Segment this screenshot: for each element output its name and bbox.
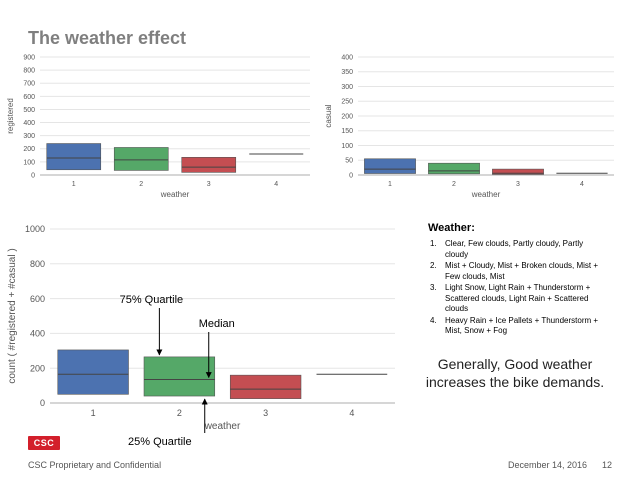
box-1 bbox=[46, 143, 102, 171]
y-tick-label: 0 bbox=[31, 172, 35, 179]
y-tick-label: 350 bbox=[341, 69, 353, 76]
box-2 bbox=[143, 356, 216, 397]
csc-logo: CSC bbox=[28, 436, 60, 450]
box-3 bbox=[181, 157, 237, 173]
x-tick-label: 3 bbox=[263, 408, 268, 418]
y-tick-label: 400 bbox=[23, 120, 35, 127]
box-3 bbox=[229, 374, 302, 399]
x-tick-label: 3 bbox=[207, 181, 211, 188]
x-tick-label: 2 bbox=[177, 408, 182, 418]
y-tick-label: 250 bbox=[341, 99, 353, 106]
y-tick-label: 200 bbox=[23, 146, 35, 153]
weather-legend-item: 1. Clear, Few clouds, Partly cloudy, Part… bbox=[430, 239, 584, 259]
y-tick-label: 100 bbox=[23, 159, 35, 166]
y-tick-label: 500 bbox=[23, 107, 35, 114]
box-2 bbox=[428, 162, 480, 175]
annotation-median: Median bbox=[199, 318, 235, 330]
weather-legend-title: Weather: bbox=[428, 222, 475, 234]
y-tick-label: 150 bbox=[341, 128, 353, 135]
weather-legend-item: 3. Light Snow, Light Rain + Thunderstorm … bbox=[430, 283, 591, 313]
annotation-25-quartile: 25% Quartile bbox=[128, 436, 192, 448]
y-tick-label: 300 bbox=[23, 133, 35, 140]
footer-date: December 14, 2016 bbox=[508, 460, 588, 470]
y-tick-label: 200 bbox=[341, 113, 353, 120]
registered-boxplot: 0 100 200 300 400 500 600 700 800 900 1 2 3 4 weather r… bbox=[0, 48, 312, 200]
y-tick-label: 800 bbox=[30, 259, 45, 269]
total-count-boxplot: 0 200 400 600 800 1000 1 2 3 4 weather count ( #reg… bbox=[0, 215, 400, 433]
y-axis-label: count ( #registered + #casual ) bbox=[7, 248, 18, 383]
x-axis-label: weather bbox=[471, 190, 501, 199]
slide-title: The weather effect bbox=[28, 28, 187, 48]
x-tick-label: 2 bbox=[139, 181, 143, 188]
y-tick-label: 1000 bbox=[25, 224, 45, 234]
weather-legend: Weather: 1. Clear, Few clouds, Partly clo… bbox=[428, 222, 608, 338]
annotation-75-quartile: 75% Quartile bbox=[120, 294, 184, 306]
y-tick-label: 800 bbox=[23, 68, 35, 75]
x-tick-label: 1 bbox=[91, 408, 96, 418]
x-tick-label: 3 bbox=[516, 181, 520, 188]
y-tick-label: 400 bbox=[341, 54, 353, 61]
x-tick-label: 1 bbox=[72, 181, 76, 188]
y-tick-label: 900 bbox=[23, 54, 35, 61]
y-tick-label: 0 bbox=[40, 398, 45, 408]
y-tick-label: 600 bbox=[23, 94, 35, 101]
box-1 bbox=[57, 349, 129, 395]
y-tick-label: 700 bbox=[23, 81, 35, 88]
x-tick-label: 1 bbox=[388, 181, 392, 188]
box-3 bbox=[492, 168, 544, 175]
weather-legend-list: 1. Clear, Few clouds, Partly cloudy, Part… bbox=[428, 239, 608, 337]
footer-page-number: 12 bbox=[602, 460, 613, 470]
y-tick-label: 0 bbox=[349, 172, 353, 179]
y-axis-label: casual bbox=[324, 104, 333, 127]
y-tick-label: 600 bbox=[30, 294, 45, 304]
x-axis-label: weather bbox=[160, 190, 190, 199]
x-tick-label: 4 bbox=[274, 181, 278, 188]
x-tick-label: 2 bbox=[452, 181, 456, 188]
casual-boxplot: 0 50 100 150 200 250 300 350 400 1 2 3 4 weather casua… bbox=[318, 48, 618, 200]
footer-confidential: CSC Proprietary and Confidential bbox=[28, 460, 162, 470]
x-axis-label: weather bbox=[204, 421, 241, 432]
y-tick-label: 400 bbox=[30, 329, 45, 339]
weather-legend-item: 2. Mist + Cloudy, Mist + Broken clouds, M… bbox=[430, 261, 599, 281]
y-tick-label: 200 bbox=[30, 363, 45, 373]
x-tick-label: 4 bbox=[580, 181, 584, 188]
weather-legend-item: 4. Heavy Rain + Ice Pallets + Thunderstor… bbox=[430, 315, 599, 336]
x-tick-label: 4 bbox=[349, 408, 354, 418]
summary-text: Generally, Good weather increases the bi… bbox=[425, 356, 605, 390]
y-tick-label: 50 bbox=[345, 158, 353, 165]
y-axis-label: registered bbox=[6, 98, 15, 134]
box-1 bbox=[364, 158, 416, 174]
y-tick-label: 300 bbox=[341, 84, 353, 91]
box-2 bbox=[113, 147, 169, 171]
y-tick-label: 100 bbox=[341, 143, 353, 150]
